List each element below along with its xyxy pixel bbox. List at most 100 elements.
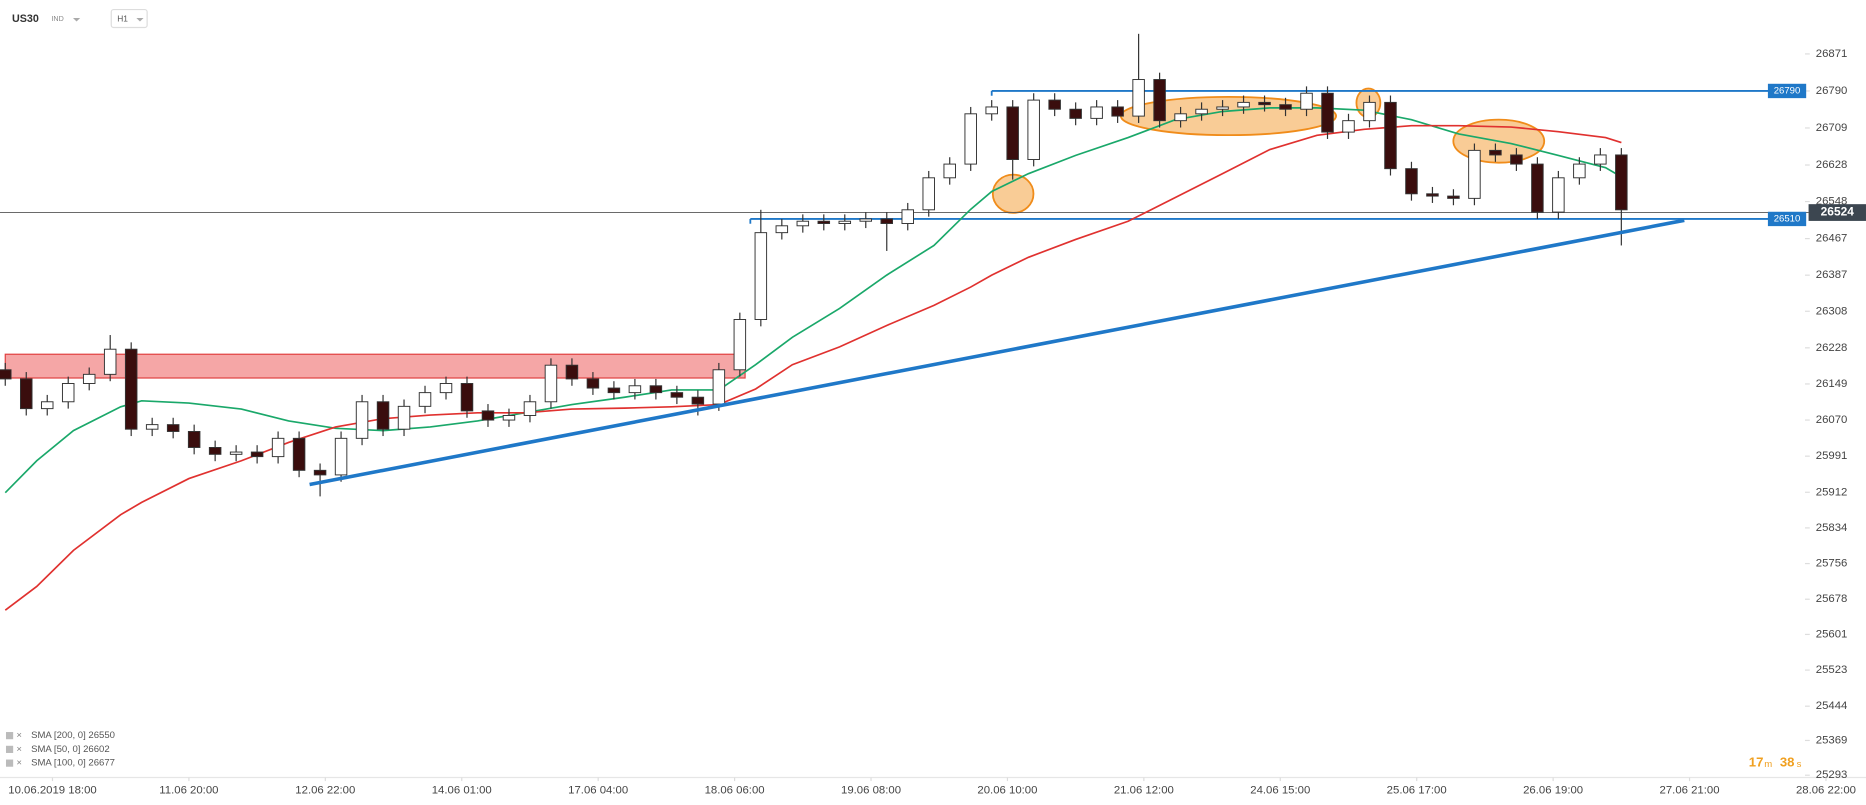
candle-body [1006,106,1019,160]
candle [1321,86,1334,139]
candle [208,440,222,462]
x-tick-label: 10.06.2019 18:00 [8,785,96,797]
candle [271,431,285,464]
candle-body [1069,108,1082,119]
candle [145,417,159,437]
candle-body [1342,120,1355,133]
legend-entry: SMA [100, 0] 26677 [31,758,115,769]
candle-body [1447,195,1460,199]
candle [1300,86,1313,117]
candle [1363,95,1376,128]
candle [964,106,977,171]
candle-body [1510,154,1523,165]
x-tick-label: 28.06 22:00 [1796,785,1856,797]
candle-body [397,405,411,430]
candle [649,378,663,400]
y-tick-label: 25756 [1816,558,1848,570]
candle-body [1258,101,1271,106]
candle [1237,95,1250,114]
candle [1048,93,1061,117]
candle-body [460,383,474,412]
candle-body [796,220,810,227]
candle [1027,93,1040,167]
candle-body [313,469,327,476]
y-tick-label: 26467 [1816,233,1848,245]
y-tick-label: 25523 [1816,664,1848,676]
level-label: 26790 [1774,85,1801,96]
candle-body [649,385,663,394]
candle-body [1615,154,1628,211]
timeframe-box[interactable] [110,8,148,29]
candle-body [754,232,768,320]
candle-body [838,220,852,224]
candle-body [145,424,159,430]
candle-body [334,437,348,476]
candle-body [1594,154,1607,165]
candle-body [712,369,726,405]
candle [607,381,621,400]
candle [670,385,684,405]
legend-close[interactable]: × [16,730,22,741]
legend-close[interactable]: × [16,744,22,755]
x-tick-label: 24.06 15:00 [1250,785,1310,797]
timer-seconds: 38 [1780,755,1795,770]
candle-body [19,378,33,410]
candle-body [187,431,201,448]
legend-icon [5,732,14,740]
dropdown-caret[interactable] [72,17,81,22]
legend-close[interactable]: × [16,758,22,769]
candle-body [1489,149,1502,156]
candle-body [1531,163,1544,213]
candle [565,358,579,386]
candle [166,417,180,439]
candle-body [250,451,264,458]
level-label-box [1767,83,1807,99]
candle [1489,143,1502,162]
candle-body [1090,106,1103,119]
y-tick-label: 25444 [1816,700,1848,712]
timer: 17 m 38 s [1749,755,1802,770]
market[interactable]: IND [51,15,63,23]
x-tick-label: 14.06 01:00 [432,785,492,797]
y-tick-label: 26628 [1816,159,1848,171]
candle [40,394,54,416]
symbol[interactable]: US30 [12,13,39,25]
candle-body [943,163,956,179]
candle [313,463,327,497]
candle-body [1132,79,1145,117]
y-tick-label: 26709 [1816,122,1848,134]
current-price-label: 26524 [1821,205,1855,219]
y-tick-label: 25912 [1816,486,1848,498]
candle-body [628,385,642,394]
timeframe[interactable]: H1 [117,13,128,23]
candle-body [1468,149,1481,199]
y-tick-label: 26228 [1816,342,1848,354]
candle [19,372,33,416]
candle [229,445,243,462]
dropdown-caret[interactable] [136,17,144,22]
candle [82,367,96,391]
candle [1216,100,1229,117]
candle [775,218,789,240]
candle [586,372,600,395]
candle [733,312,747,377]
candle [1510,148,1523,171]
candle-body [859,218,873,222]
candle [292,431,306,478]
candle-body [229,451,243,455]
y-tick-label: 26308 [1816,305,1848,317]
candle-body [1216,106,1229,110]
candle [103,335,117,382]
candle-body [964,113,977,165]
x-tick-label: 17.06 04:00 [568,785,628,797]
y-tick-label: 26871 [1816,48,1848,60]
candle-body [1174,113,1187,122]
candle [1195,102,1208,121]
trend-line [309,218,1685,487]
candle-body [922,177,935,211]
sma-line [4,124,1622,611]
candle [418,385,432,414]
candle-body [208,447,222,455]
candle-body [124,348,138,430]
